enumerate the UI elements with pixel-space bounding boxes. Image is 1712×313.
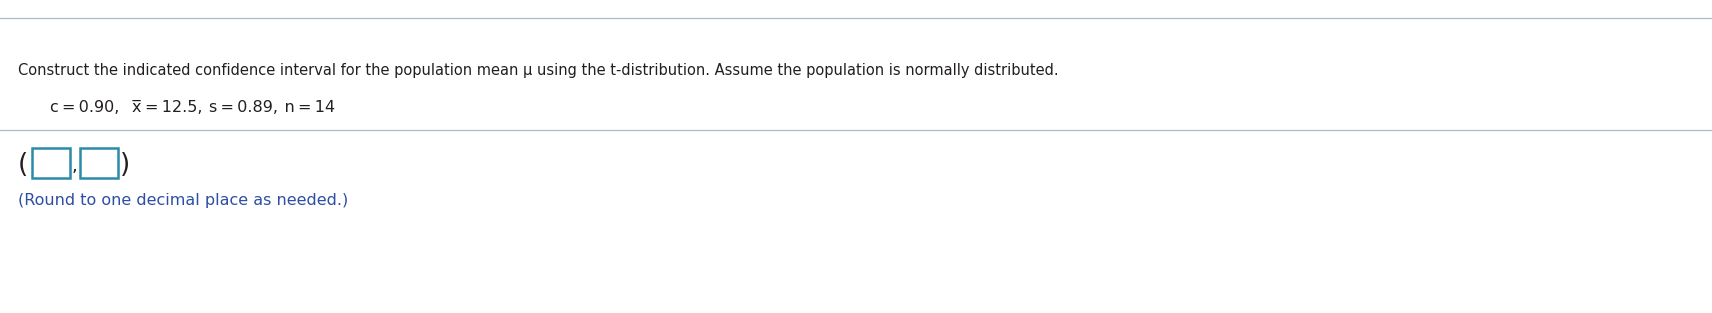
Text: x̅: x̅ bbox=[132, 100, 142, 115]
Bar bbox=[80, 148, 118, 178]
Text: c = 0.90,: c = 0.90, bbox=[50, 100, 120, 115]
Bar bbox=[33, 148, 70, 178]
Text: ): ) bbox=[120, 152, 130, 178]
Text: ,: , bbox=[72, 157, 77, 175]
Text: Construct the indicated confidence interval for the population mean μ using the : Construct the indicated confidence inter… bbox=[19, 63, 1058, 78]
Text: (Round to one decimal place as needed.): (Round to one decimal place as needed.) bbox=[19, 192, 348, 208]
Text: = 12.5,  s = 0.89,  n = 14: = 12.5, s = 0.89, n = 14 bbox=[146, 100, 336, 115]
Text: (: ( bbox=[19, 152, 29, 178]
